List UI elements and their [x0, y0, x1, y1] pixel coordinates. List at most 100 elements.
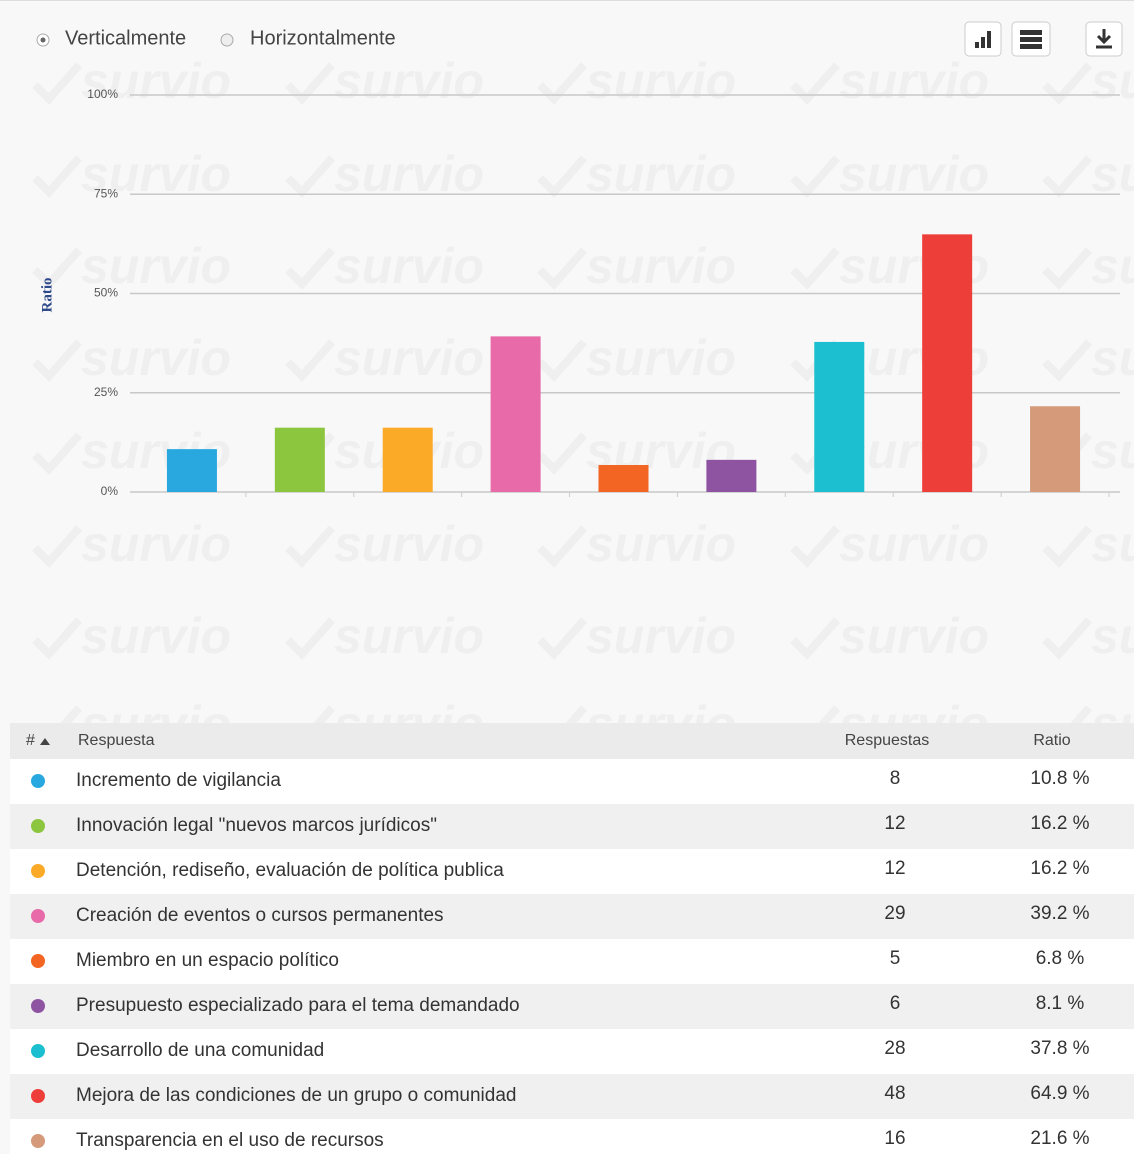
- count: 5: [890, 948, 901, 969]
- ratio: 16.2 %: [1030, 858, 1089, 879]
- y-tick-label: 75%: [94, 186, 118, 200]
- watermark-check: [32, 617, 82, 660]
- watermark-check: [285, 617, 335, 660]
- watermark: survio: [586, 516, 736, 572]
- count: 12: [884, 858, 905, 879]
- ratio: 37.8 %: [1030, 1038, 1089, 1059]
- bar: [706, 459, 757, 492]
- table-row: [10, 894, 1134, 939]
- watermark: survio: [81, 330, 231, 386]
- watermark-check: [537, 247, 587, 290]
- watermark-check: [790, 525, 840, 568]
- table-row: [10, 1074, 1134, 1119]
- legend-dot: [31, 819, 45, 833]
- watermark: survio: [334, 516, 484, 572]
- watermark: survio: [839, 516, 989, 572]
- watermark: survio: [586, 53, 736, 109]
- watermark-check: [1042, 62, 1092, 105]
- download-button[interactable]: [1085, 21, 1123, 57]
- plot: 0% 25% 50% 75% 100%: [87, 87, 1120, 498]
- ratio: 64.9 %: [1030, 1083, 1089, 1104]
- watermark: survio: [1091, 146, 1134, 202]
- watermark-check: [537, 525, 587, 568]
- watermark: survio: [1091, 608, 1134, 664]
- answer: Miembro en un espacio político: [76, 950, 339, 971]
- watermark: survio: [81, 146, 231, 202]
- watermark: survio: [81, 516, 231, 572]
- count: 8: [890, 768, 901, 789]
- ratio: 8.1 %: [1036, 993, 1085, 1014]
- watermark-check: [537, 155, 587, 198]
- watermark-check: [32, 62, 82, 105]
- radio[interactable]: [220, 33, 234, 47]
- legend-dot: [31, 1089, 45, 1103]
- ratio: 6.8 %: [1036, 948, 1085, 969]
- bar: [814, 341, 865, 492]
- answer: Presupuesto especializado para el tema d…: [76, 995, 520, 1016]
- watermark-check: [1042, 247, 1092, 290]
- count: 29: [884, 903, 905, 924]
- bar: [598, 465, 649, 492]
- legend-dot: [31, 1044, 45, 1058]
- watermark-check: [1042, 155, 1092, 198]
- bar: [1030, 406, 1081, 492]
- table-row: [10, 939, 1134, 984]
- legend-dot: [31, 774, 45, 788]
- answer: Innovación legal "nuevos marcos jurídico…: [76, 815, 437, 836]
- sort-arrow: [40, 738, 50, 745]
- watermark-check: [285, 525, 335, 568]
- y-tick-label: 100%: [87, 87, 118, 101]
- bar: [382, 427, 433, 492]
- count: 28: [884, 1038, 905, 1059]
- bar: [166, 449, 217, 492]
- answer: Mejora de las condiciones de un grupo o …: [76, 1085, 516, 1106]
- watermark: survio: [586, 330, 736, 386]
- watermark-check: [285, 339, 335, 382]
- count: 12: [884, 813, 905, 834]
- watermark-check: [537, 617, 587, 660]
- y-tick-label: 25%: [94, 385, 118, 399]
- watermark-check: [285, 247, 335, 290]
- watermark: survio: [81, 608, 231, 664]
- radio-label[interactable]: Verticalmente: [65, 27, 186, 49]
- ratio: 39.2 %: [1030, 903, 1089, 924]
- watermark: survio: [586, 608, 736, 664]
- watermark: survio: [81, 53, 231, 109]
- ratio: 16.2 %: [1030, 813, 1089, 834]
- vertical-button[interactable]: [964, 21, 1002, 57]
- ratio: 21.6 %: [1030, 1128, 1089, 1149]
- watermark-check: [32, 339, 82, 382]
- watermark-check: [285, 62, 335, 105]
- bar: [274, 427, 325, 492]
- watermark-check: [790, 617, 840, 660]
- watermark: survio: [586, 146, 736, 202]
- table-row: [10, 804, 1134, 849]
- legend-dot: [31, 999, 45, 1013]
- y-tick-label: 50%: [94, 286, 118, 300]
- watermark: survio: [839, 53, 989, 109]
- header-cell: Respuesta: [78, 732, 155, 749]
- count: 6: [890, 993, 901, 1014]
- watermark: survio: [334, 53, 484, 109]
- header-row: [10, 723, 1134, 759]
- watermark-check: [285, 155, 335, 198]
- bar: [490, 336, 541, 492]
- header-cell: #: [26, 732, 35, 749]
- watermark: survio: [586, 238, 736, 294]
- table-row: [10, 759, 1134, 804]
- watermark: survio: [1091, 53, 1134, 109]
- legend-dot: [31, 864, 45, 878]
- header-cell: Ratio: [1033, 732, 1070, 749]
- table-row: [10, 1119, 1134, 1154]
- answer: Desarrollo de una comunidad: [76, 1040, 324, 1061]
- answer: Creación de eventos o cursos permanentes: [76, 905, 444, 926]
- watermark: survio: [1091, 516, 1134, 572]
- watermark: survio: [1091, 330, 1134, 386]
- radio-label[interactable]: Horizontalmente: [250, 27, 396, 49]
- horizontal-button[interactable]: [1011, 21, 1051, 57]
- legend-dot: [31, 1134, 45, 1148]
- header-cell: Respuestas: [845, 732, 930, 749]
- answer: Transparencia en el uso de recursos: [76, 1130, 384, 1151]
- watermark: survio: [1091, 423, 1134, 479]
